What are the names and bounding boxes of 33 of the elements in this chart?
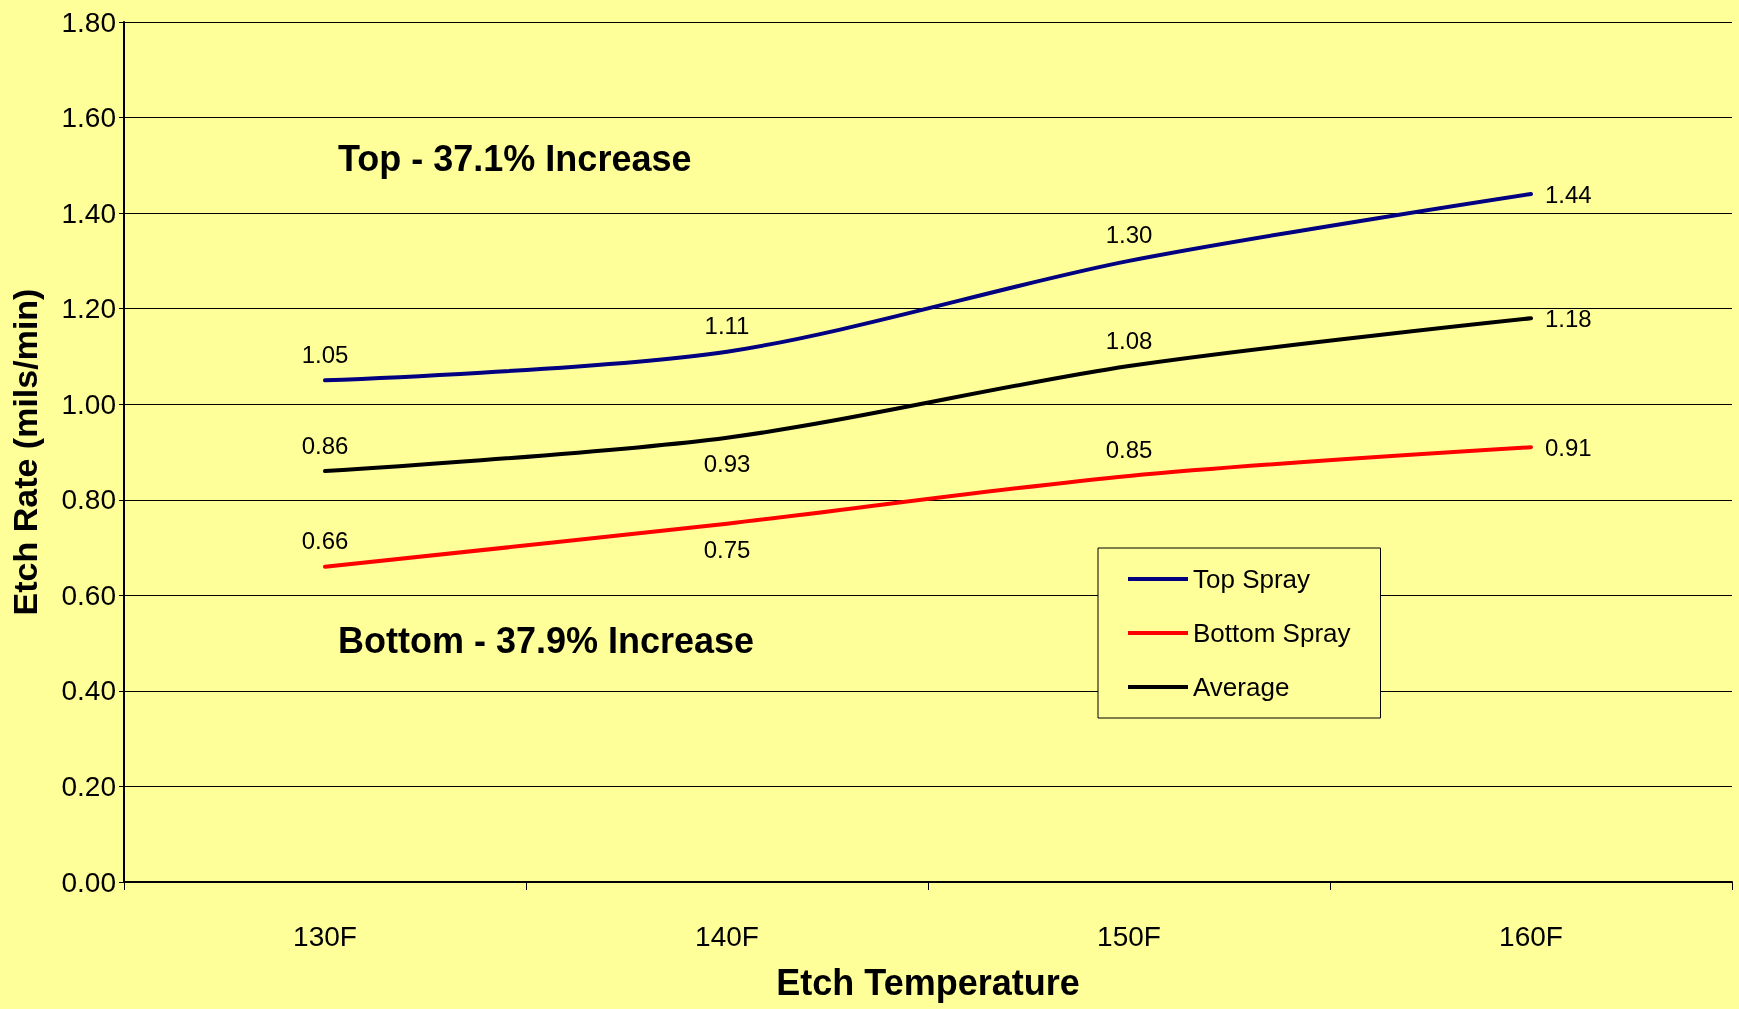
y-tick-label: 1.80	[61, 6, 116, 38]
y-tick-label: 1.20	[61, 293, 116, 325]
legend-label: Average	[1193, 672, 1290, 702]
data-label: 0.91	[1545, 433, 1592, 461]
annotation: Top - 37.1% Increase	[338, 137, 692, 179]
y-tick-label: 0.60	[61, 579, 116, 611]
y-tick-label: 1.00	[61, 388, 116, 420]
x-tick-label: 160F	[1499, 920, 1563, 952]
x-axis-title: Etch Temperature	[776, 961, 1080, 1003]
data-label: 1.11	[704, 312, 750, 340]
y-tick-label: 0.20	[61, 770, 116, 802]
data-label: 1.08	[1105, 326, 1153, 354]
legend-label: Top Spray	[1193, 564, 1311, 594]
x-tick-label: 140F	[695, 920, 759, 952]
y-tick-label: 0.80	[61, 484, 116, 516]
y-tick-label: 1.40	[61, 197, 116, 229]
y-tick-label: 0.40	[61, 675, 116, 707]
y-tick-label: 1.60	[61, 102, 116, 134]
x-tick-label: 150F	[1097, 920, 1161, 952]
data-label: 0.66	[301, 527, 349, 555]
y-axis-title: Etch Rate (mils/min)	[6, 288, 44, 616]
data-label: 0.85	[1105, 436, 1153, 464]
data-label: 1.18	[1545, 304, 1592, 332]
data-label: 0.75	[703, 536, 751, 564]
data-label: 0.93	[703, 450, 751, 478]
data-label: 1.44	[1545, 180, 1592, 208]
data-label: 1.30	[1105, 221, 1153, 249]
x-tick-label: 130F	[293, 920, 357, 952]
data-label: 0.86	[301, 431, 349, 459]
annotation: Bottom - 37.9% Increase	[338, 619, 755, 661]
y-tick-label: 0.00	[61, 866, 116, 898]
legend-label: Bottom Spray	[1193, 618, 1351, 648]
data-label: 1.05	[301, 340, 349, 368]
